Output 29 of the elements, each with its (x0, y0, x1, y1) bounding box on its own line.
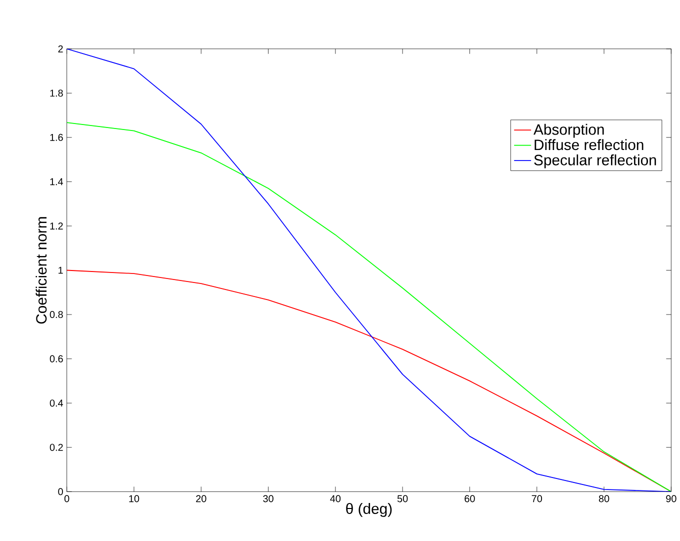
y-tick-label: 1.4 (50, 178, 64, 186)
y-axis-title: Coefficient norm (36, 217, 47, 324)
line-series (66, 270, 672, 492)
line-series (66, 122, 672, 492)
x-tick-label: 10 (129, 495, 140, 502)
y-tick-label: 0.6 (50, 356, 63, 363)
legend-label: Specular reflection (534, 154, 656, 169)
x-tick-label: 50 (397, 495, 408, 502)
x-axis-title: θ (deg) (346, 503, 392, 518)
x-tick-label: 70 (532, 495, 542, 502)
legend-label: Diffuse reflection (534, 139, 644, 150)
y-tick-label: 1.8 (50, 90, 63, 97)
line-series (66, 49, 672, 492)
y-tick-label: 0.4 (50, 400, 64, 407)
y-tick-label: 2 (58, 46, 63, 53)
y-tick-label: 1.6 (50, 134, 63, 142)
x-tick-label: 0 (64, 495, 70, 502)
y-tick-label: 0.8 (50, 311, 63, 318)
x-tick-label: 40 (330, 495, 341, 502)
x-tick-label: 20 (196, 495, 206, 502)
y-tick-label: 0 (58, 488, 63, 496)
x-tick-label: 90 (666, 495, 676, 502)
legend-label: Absorption (534, 124, 604, 138)
y-tick-label: 1 (58, 267, 63, 274)
x-tick-label: 80 (598, 495, 610, 502)
x-tick-label: 30 (263, 495, 274, 502)
x-tick-label: 60 (464, 495, 475, 502)
y-tick-label: 1.2 (50, 222, 63, 230)
y-tick-label: 0.2 (50, 444, 63, 452)
